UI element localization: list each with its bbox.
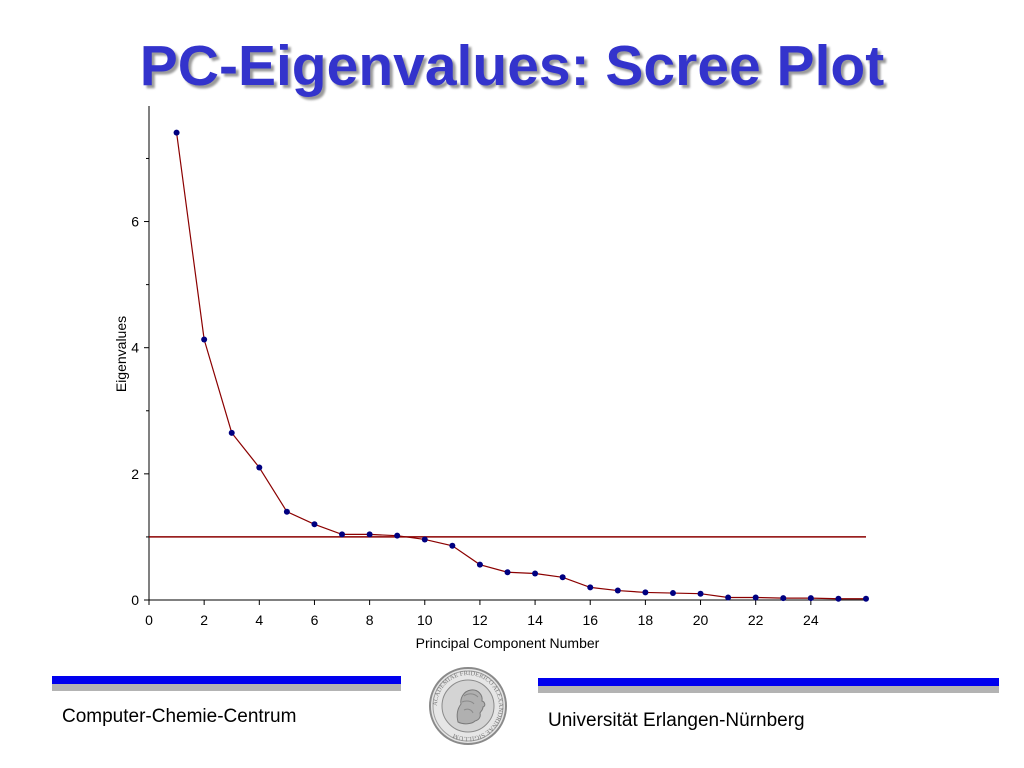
- x-tick-label: 0: [145, 612, 153, 628]
- data-point: [752, 594, 759, 601]
- series-line: [175, 132, 866, 600]
- footer-left-text: Computer-Chemie-Centrum: [62, 706, 297, 727]
- data-point: [532, 570, 539, 577]
- y-tick-label: 6: [131, 214, 139, 230]
- x-tick-label: 6: [311, 612, 319, 628]
- data-point: [807, 595, 814, 602]
- data-point: [559, 574, 566, 581]
- y-axis-label: Eigenvalues: [113, 316, 129, 392]
- data-point: [339, 531, 346, 538]
- data-point: [366, 531, 373, 538]
- y-tick-label: 0: [131, 592, 139, 608]
- data-point: [697, 590, 704, 597]
- x-tick-label: 16: [582, 612, 598, 628]
- data-point: [394, 532, 401, 539]
- data-point: [201, 336, 208, 343]
- x-tick-label: 18: [638, 612, 654, 628]
- x-tick-label: 10: [417, 612, 433, 628]
- data-point: [587, 584, 594, 591]
- footer-band-blue: [538, 678, 999, 686]
- x-axis-label: Principal Component Number: [416, 635, 600, 651]
- x-tick-label: 24: [803, 612, 819, 628]
- data-point: [780, 595, 787, 602]
- data-point: [476, 561, 483, 568]
- y-tick-label: 2: [131, 466, 139, 482]
- x-tick-label: 22: [748, 612, 764, 628]
- data-point: [669, 590, 676, 597]
- data-point: [614, 587, 621, 594]
- data-point: [642, 589, 649, 596]
- footer-band-left: [52, 676, 401, 692]
- y-tick-label: 4: [131, 340, 139, 356]
- page-title: PC-Eigenvalues: Scree Plot: [139, 34, 885, 98]
- footer-band-blue: [52, 676, 401, 684]
- x-tick-label: 4: [255, 612, 263, 628]
- x-tick-label: 2: [200, 612, 208, 628]
- data-point: [863, 595, 869, 602]
- footer-band-gray: [538, 686, 999, 693]
- data-point: [256, 464, 263, 471]
- x-tick-label: 14: [527, 612, 543, 628]
- data-point: [449, 542, 456, 549]
- x-tick-label: 12: [472, 612, 488, 628]
- data-point: [283, 508, 290, 515]
- data-point: [725, 594, 732, 601]
- x-tick-label: 8: [366, 612, 374, 628]
- data-point: [228, 429, 235, 436]
- data-point: [835, 595, 842, 602]
- series-layer: [173, 129, 869, 602]
- footer-band-gray: [52, 684, 401, 691]
- data-point: [173, 129, 180, 136]
- data-point: [421, 536, 428, 543]
- x-tick-label: 20: [693, 612, 709, 628]
- footer-right-text: Universität Erlangen-Nürnberg: [548, 710, 805, 731]
- data-point: [504, 569, 511, 576]
- university-seal-icon: ACADEMIAE FRIDERICO ALEXANDRINAE SIGILLU…: [429, 667, 507, 745]
- data-point: [311, 521, 318, 528]
- footer-band-right: [538, 678, 999, 694]
